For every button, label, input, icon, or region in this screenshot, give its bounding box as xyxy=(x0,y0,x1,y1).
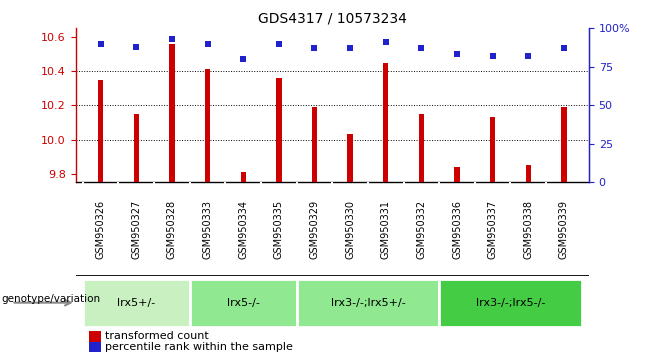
Text: GSM950334: GSM950334 xyxy=(238,200,248,259)
Bar xyxy=(455,167,460,182)
Text: GSM950336: GSM950336 xyxy=(452,200,462,259)
Bar xyxy=(347,135,353,182)
Text: GSM950330: GSM950330 xyxy=(345,200,355,259)
Bar xyxy=(134,114,139,182)
Text: GSM950333: GSM950333 xyxy=(203,200,213,259)
Bar xyxy=(490,117,495,182)
Text: GSM950329: GSM950329 xyxy=(309,200,320,259)
Bar xyxy=(418,114,424,182)
Bar xyxy=(440,279,582,326)
Bar xyxy=(98,80,103,182)
Bar xyxy=(297,279,440,326)
Bar xyxy=(383,63,388,182)
Text: lrx5+/-: lrx5+/- xyxy=(117,298,155,308)
Text: GSM950327: GSM950327 xyxy=(131,200,141,259)
Bar xyxy=(169,44,174,182)
Text: GSM950335: GSM950335 xyxy=(274,200,284,259)
Text: GSM950339: GSM950339 xyxy=(559,200,569,259)
Text: lrx3-/-;lrx5-/-: lrx3-/-;lrx5-/- xyxy=(476,298,545,308)
Bar xyxy=(205,69,210,182)
Text: GSM950331: GSM950331 xyxy=(381,200,391,259)
Bar xyxy=(83,279,190,326)
Bar xyxy=(241,172,246,182)
Bar xyxy=(561,107,567,182)
Text: GSM950338: GSM950338 xyxy=(523,200,534,259)
Bar xyxy=(312,107,317,182)
Text: GSM950328: GSM950328 xyxy=(167,200,177,259)
Text: GSM950326: GSM950326 xyxy=(95,200,106,259)
Text: transformed count: transformed count xyxy=(105,331,209,341)
Text: genotype/variation: genotype/variation xyxy=(1,294,101,304)
Text: GSM950337: GSM950337 xyxy=(488,200,497,259)
Text: GSM950332: GSM950332 xyxy=(417,200,426,259)
Bar xyxy=(526,165,531,182)
Title: GDS4317 / 10573234: GDS4317 / 10573234 xyxy=(258,12,407,26)
Bar xyxy=(190,279,297,326)
Text: lrx3-/-;lrx5+/-: lrx3-/-;lrx5+/- xyxy=(330,298,405,308)
Text: percentile rank within the sample: percentile rank within the sample xyxy=(105,342,293,352)
Bar xyxy=(276,78,282,182)
Text: lrx5-/-: lrx5-/- xyxy=(227,298,260,308)
